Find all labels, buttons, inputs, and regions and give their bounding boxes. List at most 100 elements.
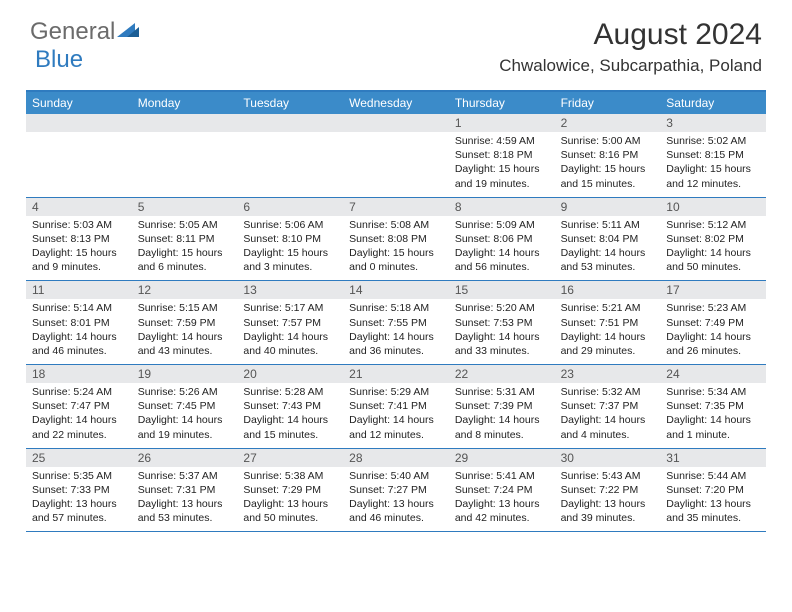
day-header: Friday	[555, 92, 661, 114]
day-line: Sunrise: 5:05 AM	[138, 218, 232, 232]
day-number: 26	[132, 449, 238, 467]
daynum-band: 45678910	[26, 198, 766, 216]
day-line: Sunrise: 4:59 AM	[455, 134, 549, 148]
day-line: Sunset: 7:31 PM	[138, 483, 232, 497]
day-line: Sunrise: 5:40 AM	[349, 469, 443, 483]
day-line: Sunrise: 5:28 AM	[243, 385, 337, 399]
day-number: 31	[660, 449, 766, 467]
day-line: Daylight: 14 hours and 50 minutes.	[666, 246, 760, 274]
logo-text-general: General	[30, 18, 115, 46]
day-line: Sunrise: 5:06 AM	[243, 218, 337, 232]
day-header: Thursday	[449, 92, 555, 114]
day-line: Sunrise: 5:11 AM	[561, 218, 655, 232]
day-number	[132, 114, 238, 132]
day-number: 10	[660, 198, 766, 216]
day-cell: Sunrise: 5:18 AMSunset: 7:55 PMDaylight:…	[343, 299, 449, 364]
day-line: Sunrise: 5:23 AM	[666, 301, 760, 315]
day-cell: Sunrise: 5:37 AMSunset: 7:31 PMDaylight:…	[132, 467, 238, 532]
day-line: Daylight: 13 hours and 53 minutes.	[138, 497, 232, 525]
day-line: Daylight: 14 hours and 56 minutes.	[455, 246, 549, 274]
day-cell: Sunrise: 5:00 AMSunset: 8:16 PMDaylight:…	[555, 132, 661, 197]
day-line: Sunset: 7:33 PM	[32, 483, 126, 497]
day-cell: Sunrise: 5:06 AMSunset: 8:10 PMDaylight:…	[237, 216, 343, 281]
week-row: 11121314151617Sunrise: 5:14 AMSunset: 8:…	[26, 281, 766, 365]
day-number: 4	[26, 198, 132, 216]
daycontent-band: Sunrise: 5:35 AMSunset: 7:33 PMDaylight:…	[26, 467, 766, 532]
day-line: Sunset: 8:08 PM	[349, 232, 443, 246]
day-line: Sunrise: 5:26 AM	[138, 385, 232, 399]
day-line: Sunset: 7:41 PM	[349, 399, 443, 413]
day-line: Daylight: 14 hours and 43 minutes.	[138, 330, 232, 358]
daynum-band: 25262728293031	[26, 449, 766, 467]
day-line: Sunrise: 5:34 AM	[666, 385, 760, 399]
day-line: Daylight: 14 hours and 22 minutes.	[32, 413, 126, 441]
title-block: August 2024 Chwalowice, Subcarpathia, Po…	[499, 18, 762, 76]
day-line: Daylight: 14 hours and 40 minutes.	[243, 330, 337, 358]
day-line: Sunset: 7:49 PM	[666, 316, 760, 330]
location-text: Chwalowice, Subcarpathia, Poland	[499, 56, 762, 76]
daycontent-band: Sunrise: 4:59 AMSunset: 8:18 PMDaylight:…	[26, 132, 766, 197]
day-line: Sunset: 8:10 PM	[243, 232, 337, 246]
day-line: Sunset: 8:16 PM	[561, 148, 655, 162]
day-cell: Sunrise: 5:09 AMSunset: 8:06 PMDaylight:…	[449, 216, 555, 281]
day-number: 3	[660, 114, 766, 132]
day-line: Sunset: 8:15 PM	[666, 148, 760, 162]
day-line: Sunrise: 5:32 AM	[561, 385, 655, 399]
day-cell: Sunrise: 5:24 AMSunset: 7:47 PMDaylight:…	[26, 383, 132, 448]
day-cell: Sunrise: 5:15 AMSunset: 7:59 PMDaylight:…	[132, 299, 238, 364]
daycontent-band: Sunrise: 5:03 AMSunset: 8:13 PMDaylight:…	[26, 216, 766, 281]
day-cell: Sunrise: 5:05 AMSunset: 8:11 PMDaylight:…	[132, 216, 238, 281]
day-cell	[237, 132, 343, 197]
day-line: Sunrise: 5:00 AM	[561, 134, 655, 148]
day-line: Daylight: 15 hours and 19 minutes.	[455, 162, 549, 190]
day-line: Sunset: 8:02 PM	[666, 232, 760, 246]
day-line: Sunset: 7:27 PM	[349, 483, 443, 497]
day-line: Sunset: 7:55 PM	[349, 316, 443, 330]
day-line: Daylight: 14 hours and 15 minutes.	[243, 413, 337, 441]
day-line: Sunrise: 5:43 AM	[561, 469, 655, 483]
daynum-band: 11121314151617	[26, 281, 766, 299]
day-header-row: SundayMondayTuesdayWednesdayThursdayFrid…	[26, 92, 766, 114]
day-line: Sunrise: 5:41 AM	[455, 469, 549, 483]
day-cell: Sunrise: 5:17 AMSunset: 7:57 PMDaylight:…	[237, 299, 343, 364]
day-number: 2	[555, 114, 661, 132]
day-cell: Sunrise: 5:32 AMSunset: 7:37 PMDaylight:…	[555, 383, 661, 448]
day-line: Daylight: 13 hours and 46 minutes.	[349, 497, 443, 525]
day-number: 17	[660, 281, 766, 299]
day-line: Daylight: 15 hours and 12 minutes.	[666, 162, 760, 190]
day-line: Sunset: 7:24 PM	[455, 483, 549, 497]
day-cell: Sunrise: 5:40 AMSunset: 7:27 PMDaylight:…	[343, 467, 449, 532]
day-line: Sunset: 8:04 PM	[561, 232, 655, 246]
day-number: 12	[132, 281, 238, 299]
logo-blue-row: Blue	[35, 46, 83, 74]
day-line: Sunrise: 5:31 AM	[455, 385, 549, 399]
day-line: Sunset: 7:59 PM	[138, 316, 232, 330]
day-line: Daylight: 14 hours and 19 minutes.	[138, 413, 232, 441]
day-header: Tuesday	[237, 92, 343, 114]
day-number: 15	[449, 281, 555, 299]
day-number: 29	[449, 449, 555, 467]
day-cell: Sunrise: 5:20 AMSunset: 7:53 PMDaylight:…	[449, 299, 555, 364]
header: General August 2024 Chwalowice, Subcarpa…	[0, 0, 792, 84]
week-row: 18192021222324Sunrise: 5:24 AMSunset: 7:…	[26, 365, 766, 449]
day-line: Daylight: 13 hours and 35 minutes.	[666, 497, 760, 525]
day-number: 21	[343, 365, 449, 383]
day-cell: Sunrise: 5:23 AMSunset: 7:49 PMDaylight:…	[660, 299, 766, 364]
day-line: Daylight: 14 hours and 8 minutes.	[455, 413, 549, 441]
day-line: Sunrise: 5:08 AM	[349, 218, 443, 232]
day-cell: Sunrise: 5:11 AMSunset: 8:04 PMDaylight:…	[555, 216, 661, 281]
day-line: Sunrise: 5:20 AM	[455, 301, 549, 315]
day-line: Sunrise: 5:44 AM	[666, 469, 760, 483]
day-number	[237, 114, 343, 132]
day-number: 22	[449, 365, 555, 383]
day-line: Sunrise: 5:29 AM	[349, 385, 443, 399]
day-line: Sunset: 7:53 PM	[455, 316, 549, 330]
day-line: Sunrise: 5:21 AM	[561, 301, 655, 315]
day-line: Daylight: 13 hours and 57 minutes.	[32, 497, 126, 525]
day-line: Sunset: 7:43 PM	[243, 399, 337, 413]
day-number: 30	[555, 449, 661, 467]
day-header: Sunday	[26, 92, 132, 114]
day-cell: Sunrise: 5:28 AMSunset: 7:43 PMDaylight:…	[237, 383, 343, 448]
day-cell: Sunrise: 5:03 AMSunset: 8:13 PMDaylight:…	[26, 216, 132, 281]
day-cell: Sunrise: 4:59 AMSunset: 8:18 PMDaylight:…	[449, 132, 555, 197]
